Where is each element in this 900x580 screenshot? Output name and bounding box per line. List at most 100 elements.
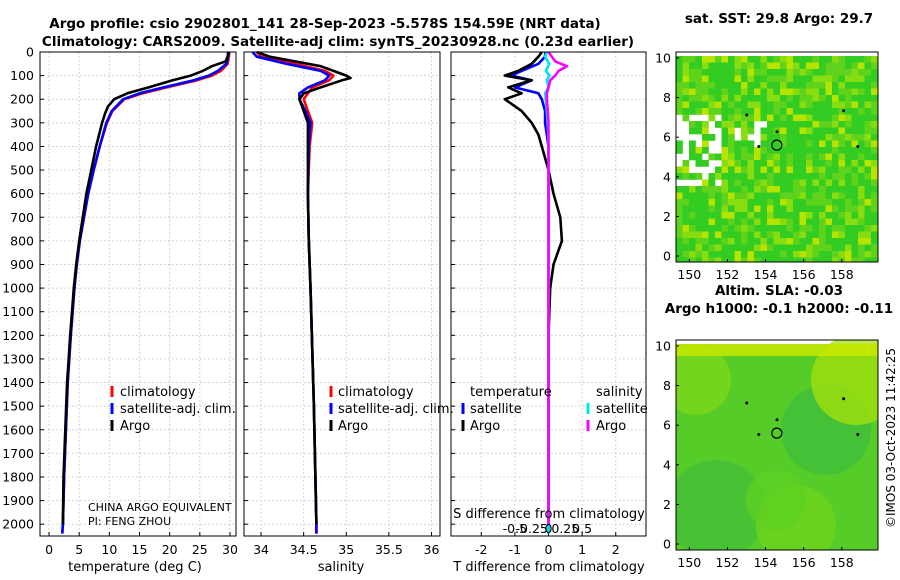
sst-cell xyxy=(825,56,833,63)
sst-cell xyxy=(812,238,820,245)
sst-cell xyxy=(728,62,735,70)
sst-cell xyxy=(786,127,794,135)
sst-cell xyxy=(806,101,813,109)
sst-cell xyxy=(715,199,722,206)
sst-cell xyxy=(754,218,761,226)
panel-frame xyxy=(243,51,441,537)
sst-cell xyxy=(728,121,735,128)
footer-line1: CHINA ARGO EQUIVALENT xyxy=(88,501,232,514)
sst-cell xyxy=(845,244,852,252)
sst-cell xyxy=(812,114,820,122)
sst-cell xyxy=(845,225,852,232)
sst-cell xyxy=(819,212,826,219)
sst-cell xyxy=(845,251,852,258)
sst-cell xyxy=(877,212,878,219)
sal-diff-tick-label: 0.5 xyxy=(572,521,592,536)
sst-cell xyxy=(845,192,852,200)
sst-cell xyxy=(858,160,865,167)
sst-cell xyxy=(793,173,800,180)
sst-cell xyxy=(864,238,872,245)
sst-cell xyxy=(864,62,872,70)
sst-cell xyxy=(845,69,852,76)
sst-cell xyxy=(825,134,833,141)
sst-cell xyxy=(721,75,729,83)
sst-cell xyxy=(780,108,787,115)
sst-cell xyxy=(806,218,813,226)
sst-cell xyxy=(825,231,833,239)
sst-cell xyxy=(864,212,872,219)
sst-cell xyxy=(819,127,826,135)
temperature-axis-label: temperature (deg C) xyxy=(68,560,202,575)
legend-label-s-satellite: satellite xyxy=(596,402,648,417)
sst-cell xyxy=(877,192,878,200)
sst-cell xyxy=(825,140,833,148)
sst-cell xyxy=(793,186,800,193)
sst-cell xyxy=(871,257,878,262)
sst-cell xyxy=(871,108,878,115)
sst-cell xyxy=(786,140,794,148)
sst-cell xyxy=(819,160,826,167)
sst-cell xyxy=(845,257,852,262)
sst-cell xyxy=(715,238,722,245)
sst-cell xyxy=(702,192,709,200)
sst-cell xyxy=(754,82,761,89)
sst-cell xyxy=(728,238,735,245)
sst-cell xyxy=(708,244,716,252)
sst-cell xyxy=(734,82,742,89)
sst-cell xyxy=(760,186,768,193)
sst-cell xyxy=(728,127,735,135)
sst-cell xyxy=(825,75,833,83)
sst-cell xyxy=(754,95,761,102)
sst-cell xyxy=(832,231,839,239)
sst-cell xyxy=(799,225,807,232)
sst-cell xyxy=(799,127,807,135)
sst-cell xyxy=(851,225,859,232)
sst-cell xyxy=(741,225,748,232)
sst-cell xyxy=(682,257,690,262)
sst-cell xyxy=(676,186,683,193)
sst-cell xyxy=(721,186,729,193)
sst-cell xyxy=(773,205,781,213)
sst-cell xyxy=(780,114,787,122)
sst-cell xyxy=(838,205,846,213)
sst-cell xyxy=(695,127,703,135)
sst-cell xyxy=(721,251,729,258)
sst-cell xyxy=(682,173,690,180)
sst-cell xyxy=(871,82,878,89)
sst-cell xyxy=(741,166,748,174)
sst-cell xyxy=(858,179,865,187)
sst-cell xyxy=(682,225,690,232)
sst-cell xyxy=(838,212,846,219)
sst-cell xyxy=(819,225,826,232)
sst-cell xyxy=(858,186,865,193)
sst-cell xyxy=(864,82,872,89)
sst-cell xyxy=(806,62,813,70)
sst-cell xyxy=(845,199,852,206)
map-y-tick-label: 2 xyxy=(663,497,671,512)
sst-cell xyxy=(767,212,774,219)
sst-cell xyxy=(819,121,826,128)
sst-cell xyxy=(845,75,852,83)
sst-cell xyxy=(708,108,716,115)
sst-cell xyxy=(708,82,716,89)
sst-cell xyxy=(864,75,872,83)
figure-title-line1: Argo profile: csio 2902801_141 28-Sep-20… xyxy=(49,16,600,32)
sst-cell xyxy=(871,56,878,63)
sst-cell xyxy=(773,257,781,262)
sst-cell xyxy=(799,82,807,89)
map-field xyxy=(676,340,878,550)
sst-cell xyxy=(832,192,839,200)
sst-cell xyxy=(760,173,768,180)
sst-cell xyxy=(806,140,813,148)
x-tick-label: 25 xyxy=(192,542,208,557)
sst-cell xyxy=(806,160,813,167)
sst-cell xyxy=(702,218,709,226)
sst-cell xyxy=(689,56,696,63)
sst-cell xyxy=(871,251,878,258)
sst-cell xyxy=(741,75,748,83)
sst-cell xyxy=(689,251,696,258)
sst-cell xyxy=(676,192,683,200)
sst-cell xyxy=(676,95,683,102)
sst-cell xyxy=(812,205,820,213)
sst-cell xyxy=(871,238,878,245)
